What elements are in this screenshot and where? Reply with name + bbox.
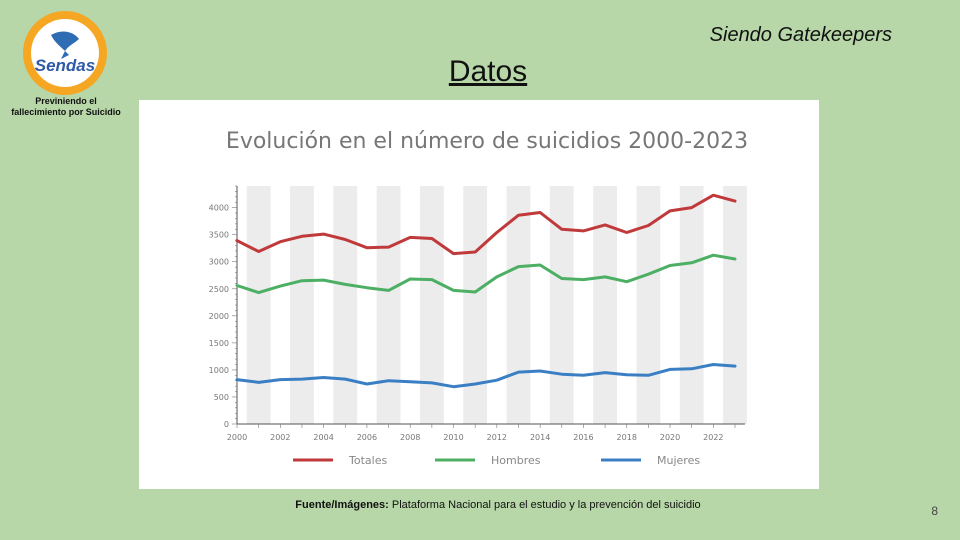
x-tick-label: 2002 xyxy=(270,433,290,442)
chart-stripe xyxy=(333,186,358,424)
x-tick-label: 2016 xyxy=(573,433,593,442)
chart-stripe xyxy=(246,186,271,424)
chart-legend: Totales Hombres Mujeres xyxy=(293,454,700,467)
footer-text: Plataforma Nacional para el estudio y la… xyxy=(391,499,701,511)
chart-stripe xyxy=(723,186,747,424)
sendas-logo: Sendas xyxy=(23,11,107,95)
chart-stripe xyxy=(506,186,531,424)
x-tick-label: 2000 xyxy=(227,433,247,442)
chart-axes: 0 500 1000 1500 2000 2500 3000 3500 4000 2000 2002… xyxy=(209,185,745,442)
x-tick-label: 2020 xyxy=(660,433,680,442)
legend-label-hombres: Hombres xyxy=(491,454,541,467)
y-tick-label: 0 xyxy=(224,420,229,429)
x-tick-label: 2018 xyxy=(617,433,637,442)
slide-header: Siendo Gatekeepers xyxy=(709,24,892,46)
chart-stripe xyxy=(549,186,574,424)
y-tick-label: 1500 xyxy=(209,339,229,348)
chart-stripe xyxy=(376,186,401,424)
y-tick-label: 2000 xyxy=(209,312,229,321)
logo-text: Sendas xyxy=(35,56,95,75)
legend-label-totales: Totales xyxy=(348,454,387,467)
x-tick-label: 2006 xyxy=(357,433,377,442)
x-tick-label: 2010 xyxy=(443,433,463,442)
chart-card: Evolución en el número de suicidios 2000… xyxy=(139,100,819,489)
chart-stripe xyxy=(290,186,314,424)
hummingbird-icon xyxy=(51,31,79,59)
series-line-mujeres xyxy=(235,363,737,389)
logo-caption: Previniendo el fallecimiento por Suicidi… xyxy=(0,96,132,118)
chart-title: Evolución en el número de suicidios 2000… xyxy=(226,129,748,154)
y-tick-label: 1000 xyxy=(209,366,229,375)
x-tick-label: 2022 xyxy=(703,433,723,442)
x-tick-label: 2014 xyxy=(530,433,550,442)
chart-stripe xyxy=(636,186,661,424)
page-number: 8 xyxy=(931,504,938,518)
chart-stripe xyxy=(419,186,444,424)
y-tick-label: 2500 xyxy=(209,285,229,294)
chart-stripes xyxy=(246,186,747,424)
slide-title: Datos xyxy=(448,55,528,88)
series-line-totales xyxy=(235,193,737,256)
chart-series xyxy=(235,193,737,389)
chart-stripe xyxy=(463,186,488,424)
legend-label-mujeres: Mujeres xyxy=(657,454,700,467)
footer-label: Fuente/Imágenes: xyxy=(295,499,389,511)
source-footer: Fuente/Imágenes: Plataforma Nacional par… xyxy=(0,499,960,511)
y-tick-label: 500 xyxy=(214,393,229,402)
chart-stripe xyxy=(679,186,704,424)
logo-caption-line1: Previniendo el xyxy=(35,96,97,106)
series-line-hombres xyxy=(235,253,737,295)
x-tick-label: 2004 xyxy=(313,433,333,442)
x-tick-label: 2012 xyxy=(487,433,507,442)
y-tick-label: 4000 xyxy=(209,204,229,213)
chart-stripe xyxy=(593,186,617,424)
y-tick-label: 3000 xyxy=(209,258,229,267)
x-tick-label: 2008 xyxy=(400,433,420,442)
line-chart: Evolución en el número de suicidios 2000… xyxy=(209,129,748,467)
logo-caption-line2: fallecimiento por Suicidio xyxy=(11,107,121,117)
y-tick-label: 3500 xyxy=(209,231,229,240)
